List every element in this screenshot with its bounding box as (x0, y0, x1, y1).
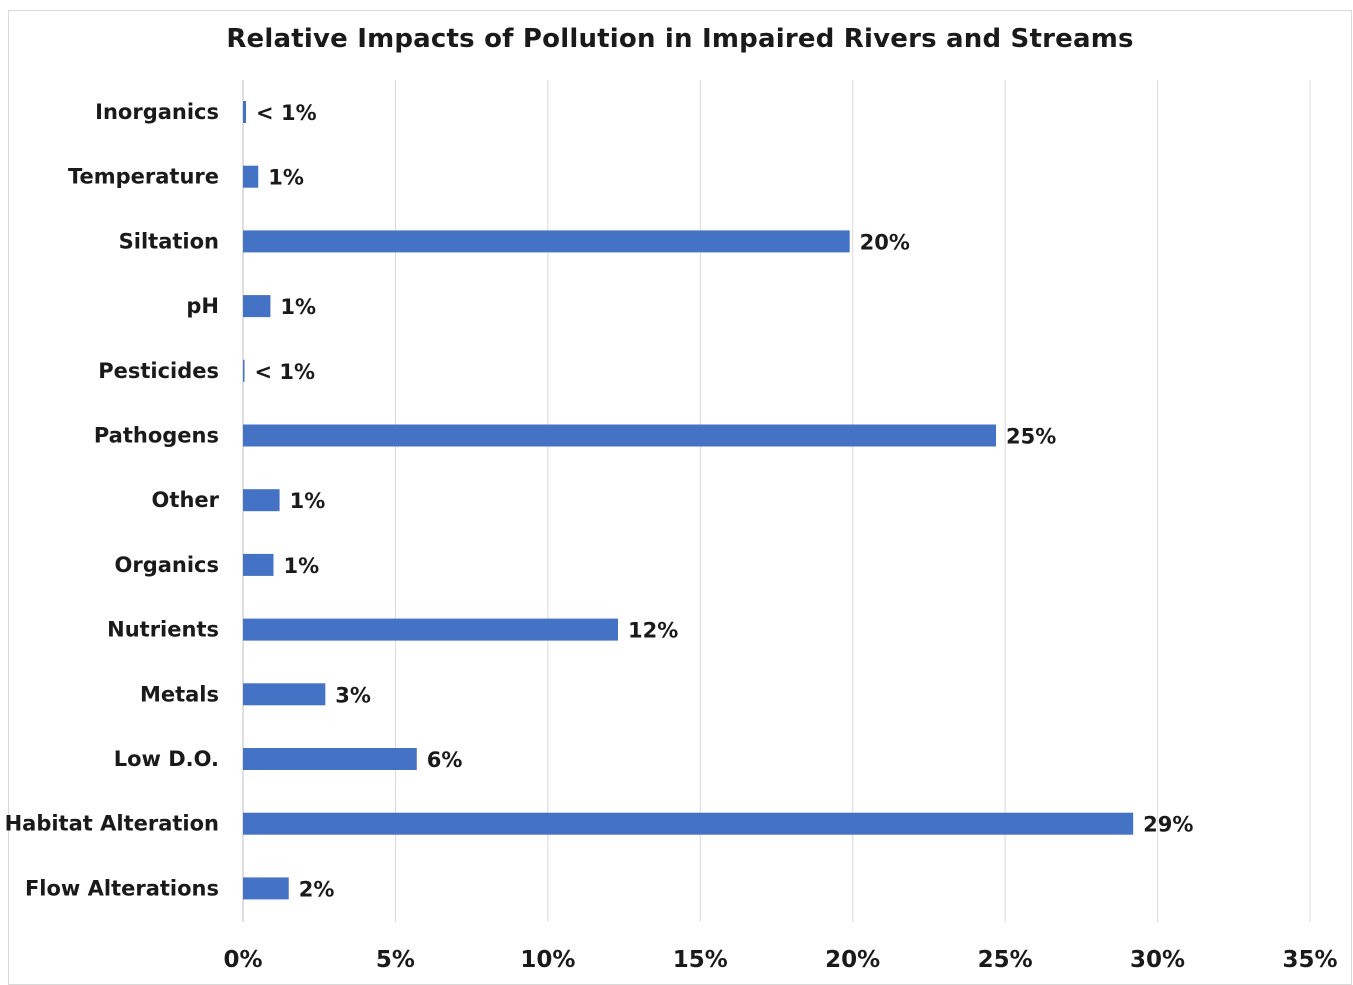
bar-siltation (243, 230, 850, 253)
category-label-other: Other (152, 488, 220, 512)
bar-nutrients (243, 618, 618, 641)
gridlines (242, 80, 1311, 922)
category-label-temperature: Temperature (68, 165, 219, 189)
category-label-ph: pH (186, 294, 219, 318)
bar-temperature (243, 165, 259, 188)
bar-low-d-o (243, 748, 417, 770)
x-tick-label: 5% (376, 947, 415, 973)
bar-habitat-alteration (243, 812, 1134, 835)
category-label-organics: Organics (114, 553, 219, 577)
data-label-pathogens: 25% (1006, 425, 1056, 449)
category-labels: Inorganics Temperature Siltation pH Pesticid… (5, 100, 220, 900)
x-tick-label: 20% (825, 947, 880, 973)
category-label-habitat-alteration: Habitat Alteration (5, 812, 219, 836)
data-label-siltation: 20% (860, 230, 910, 254)
data-label-other: 1% (290, 489, 326, 513)
bar-other (243, 489, 280, 512)
bar-pesticides (243, 359, 245, 382)
data-label-low-d-o: 6% (427, 748, 463, 772)
bar-inorganics (243, 101, 247, 123)
category-label-metals: Metals (140, 682, 219, 706)
bar-ph (243, 295, 271, 318)
x-tick-label: 0% (223, 947, 262, 973)
data-label-habitat-alteration: 29% (1143, 813, 1193, 837)
bar-pathogens (243, 424, 996, 447)
bar-metals (243, 683, 326, 706)
category-label-flow-alterations: Flow Alterations (25, 876, 219, 900)
category-label-nutrients: Nutrients (107, 618, 219, 642)
data-labels: < 1% 1% 20% 1% < 1% 25% 1% 1% 12% 3% 6% 29% 2% (255, 101, 1194, 901)
data-label-organics: 1% (283, 554, 319, 578)
x-tick-label: 35% (1282, 947, 1337, 973)
bars (243, 101, 1134, 900)
x-tick-labels: 0% 5% 10% 15% 20% 25% 30% 35% (223, 947, 1337, 973)
data-label-inorganics: < 1% (256, 101, 317, 125)
bar-organics (243, 553, 274, 576)
bar-flow-alterations (243, 877, 289, 900)
category-label-pesticides: Pesticides (98, 359, 219, 383)
data-label-flow-alterations: 2% (299, 877, 335, 901)
x-tick-label: 30% (1130, 947, 1185, 973)
chart-title: Relative Impacts of Pollution in Impaire… (226, 24, 1134, 54)
x-tick-label: 25% (978, 947, 1033, 973)
data-label-pesticides: < 1% (255, 360, 316, 384)
category-label-pathogens: Pathogens (94, 424, 219, 448)
data-label-temperature: 1% (268, 166, 304, 190)
data-label-nutrients: 12% (628, 619, 678, 643)
category-label-inorganics: Inorganics (95, 100, 219, 124)
data-label-ph: 1% (280, 295, 316, 319)
category-label-siltation: Siltation (119, 229, 219, 253)
x-tick-label: 15% (673, 947, 728, 973)
category-label-low-d-o: Low D.O. (114, 747, 219, 771)
x-tick-label: 10% (520, 947, 575, 973)
data-label-metals: 3% (335, 683, 371, 707)
